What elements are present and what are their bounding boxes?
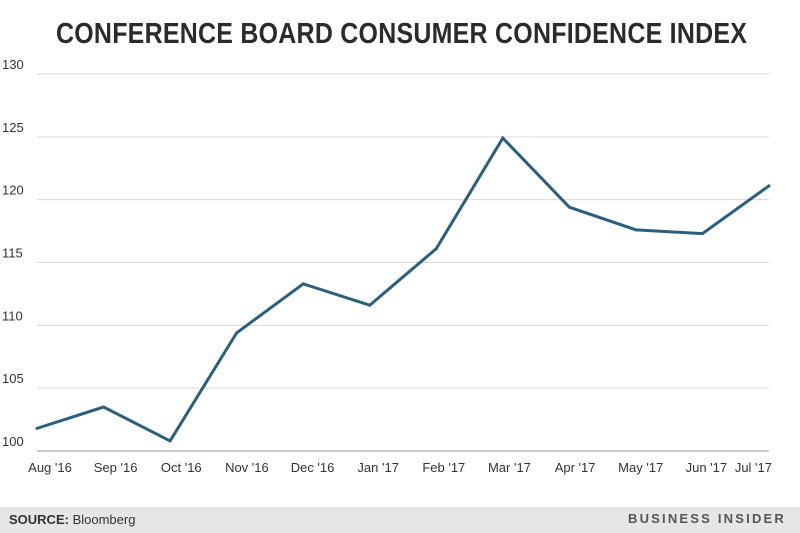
data-point	[368, 303, 372, 307]
data-point	[301, 282, 305, 286]
x-tick-label: Sep '16	[94, 460, 138, 475]
y-tick-label: 100	[2, 434, 24, 449]
data-point	[434, 247, 438, 251]
data-point	[168, 439, 172, 443]
data-point	[35, 426, 39, 430]
y-tick-label: 125	[2, 120, 24, 135]
x-tick-label: Dec '16	[291, 460, 335, 475]
x-tick-label: Jun '17	[686, 460, 728, 475]
x-tick-label: Apr '17	[555, 460, 596, 475]
data-point	[567, 205, 571, 209]
x-tick-label: Jan '17	[357, 460, 399, 475]
x-tick-label: Oct '16	[161, 460, 202, 475]
y-tick-label: 120	[2, 183, 24, 198]
data-point	[634, 228, 638, 232]
brand-logo: BUSINESS INSIDER	[627, 511, 786, 526]
source-note: SOURCE: Bloomberg	[9, 512, 135, 527]
y-tick-label: 115	[2, 246, 23, 261]
series-line-0	[36, 135, 770, 443]
y-tick-label: 110	[2, 308, 23, 323]
y-tick-label: 130	[2, 57, 24, 72]
source-label: SOURCE:	[9, 512, 69, 527]
data-point	[767, 184, 771, 188]
source-value: Bloomberg	[72, 512, 136, 527]
x-tick-label: Mar '17	[488, 460, 531, 475]
y-tick-label: 105	[2, 371, 24, 386]
data-point	[102, 405, 106, 409]
data-point	[501, 136, 505, 140]
footer-bar	[0, 507, 800, 533]
series-lines	[35, 135, 771, 443]
x-tick-label: Nov '16	[225, 460, 269, 475]
data-point	[235, 331, 239, 335]
x-axis-ticks: Aug '16 Sep '16 Oct '16 Nov '16 Dec '16 Jan '…	[28, 460, 772, 475]
x-tick-label: Feb '17	[422, 460, 465, 475]
x-tick-label: Aug '16	[28, 460, 72, 475]
gridlines	[37, 73, 769, 452]
y-axis-ticks: 100 105 110 115 120 125 130	[2, 57, 24, 449]
x-tick-label: May '17	[618, 460, 663, 475]
chart-title: CONFERENCE BOARD CONSUMER CONFIDENCE IND…	[56, 18, 748, 50]
data-point	[700, 232, 704, 236]
x-tick-label: Jul '17	[735, 460, 772, 475]
